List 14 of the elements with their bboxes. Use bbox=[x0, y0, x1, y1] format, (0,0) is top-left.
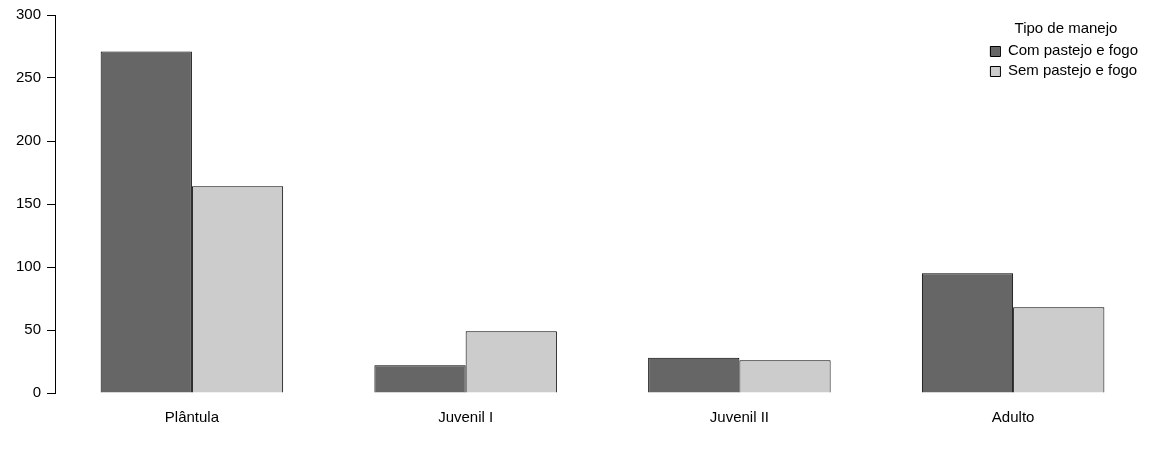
legend-title: Tipo de manejo bbox=[1014, 19, 1118, 37]
legend-label: Sem pastejo e fogo bbox=[1007, 61, 1138, 79]
y-tick-label: 50 bbox=[24, 320, 42, 338]
y-tick-label: 150 bbox=[16, 194, 42, 212]
x-tick-label: Juvenil I bbox=[438, 408, 494, 426]
x-tick-label: Juvenil II bbox=[709, 408, 769, 426]
y-tick-label: 200 bbox=[16, 131, 42, 149]
x-tick-label: Adulto bbox=[991, 408, 1035, 426]
y-tick-label: 250 bbox=[16, 68, 42, 86]
y-tick-label: 0 bbox=[32, 383, 42, 401]
x-tick-label: Plântula bbox=[164, 408, 220, 426]
legend-label: Com pastejo e fogo bbox=[1007, 41, 1138, 59]
y-tick-label: 300 bbox=[16, 5, 42, 23]
y-tick-label: 100 bbox=[16, 257, 42, 275]
